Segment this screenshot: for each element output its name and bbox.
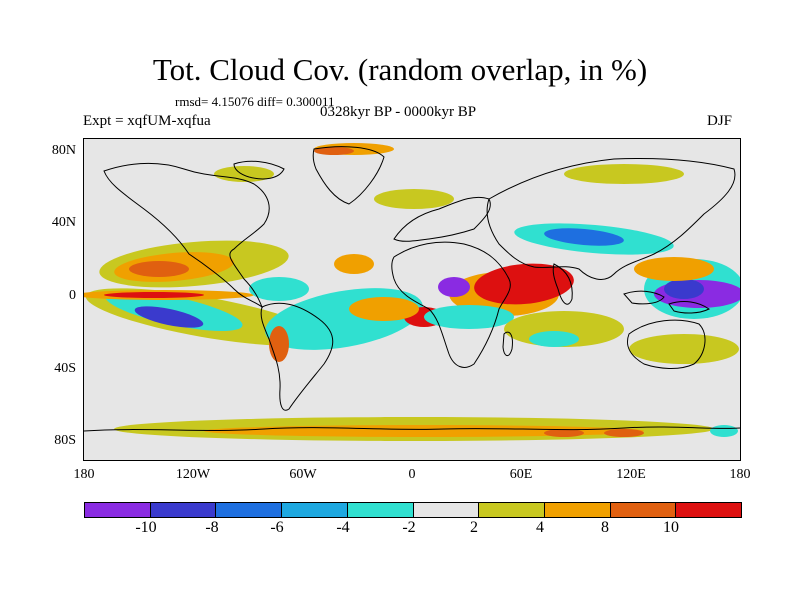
lon-tick-120e: 120E [616,467,646,482]
colorbar-box [413,503,480,517]
lat-tick-40s: 40S [54,361,76,376]
anomaly-region [604,429,644,437]
anomaly-region [544,429,584,437]
colorbar-box [347,503,414,517]
india-coast [552,263,573,305]
map-title: Tot. Cloud Cov. (random overlap, in %) [152,52,648,87]
lat-tick-80n: 80N [51,143,76,158]
colorbar-box [85,503,151,517]
map-frame [83,138,741,461]
anomaly-region [314,147,354,155]
lat-tick-0: 0 [69,288,76,303]
colorbar-label: 4 [536,519,544,536]
lon-tick-60w: 60W [289,467,317,482]
greenland-coast [312,146,385,205]
south-america-coast [260,302,334,411]
anomaly-region [529,331,579,347]
colorbar-label: -6 [270,519,284,536]
anomaly-region [349,297,419,321]
rmsd-diff-stats: rmsd= 4.15076 diff= 0.300011 [175,94,335,109]
colorbar [84,502,742,518]
asia-coast [486,157,736,280]
season-label: DJF [707,113,733,129]
colorbar-label: -10 [135,519,157,536]
borneo-coast [623,290,665,305]
lon-tick-180w: 180 [73,467,95,482]
colorbar-label: -4 [336,519,350,536]
new-guinea-coast [668,301,710,314]
colorbar-box [479,503,545,517]
experiment-label: Expt = xqfUM-xqfua [83,113,211,129]
lon-tick-0: 0 [408,467,416,482]
colorbar-label: 2 [470,519,478,536]
colorbar-label: 10 [663,519,679,536]
antarctica-coast [84,426,740,432]
anomaly-region [334,254,374,274]
colorbar-box [216,503,283,517]
anomaly-region [249,277,309,301]
anomaly-region [564,164,684,184]
coastlines [84,146,740,432]
anomaly-region [134,306,204,328]
period-label: 0328kyr BP - 0000kyr BP [320,104,477,120]
colorbar-box [610,503,677,517]
anomaly-region [424,305,514,329]
lat-tick-80s: 80S [54,433,76,448]
australia-coast [627,319,706,369]
anomaly-region [438,277,470,297]
anomaly-region [474,263,574,305]
colorbar-box [544,503,611,517]
anomaly-region [634,257,714,281]
anomaly-region [374,189,454,209]
africa-coast [391,241,511,368]
lon-tick-60e: 60E [509,467,533,482]
lat-tick-40n: 40N [51,215,76,230]
anomaly-region [129,261,189,277]
anomaly-region [104,292,204,298]
arctic-islands-coast [233,160,285,180]
colorbar-label: 8 [601,519,609,536]
colorbar-box [282,503,348,517]
anomaly-region [544,228,624,246]
madagascar-coast [502,331,513,356]
anomaly-region [664,279,704,299]
colorbar-box [676,503,742,517]
north-america-coast [103,162,270,309]
anomaly-region [214,166,274,182]
lon-tick-180e: 180 [729,467,751,482]
colorbar-label: -2 [402,519,416,536]
lon-tick-120w: 120W [175,467,211,482]
map-panel [84,139,740,460]
cloud-cover-field [84,139,740,460]
anomaly-region [629,334,739,364]
colorbar-box [150,503,217,517]
colorbar-label: -8 [205,519,219,536]
